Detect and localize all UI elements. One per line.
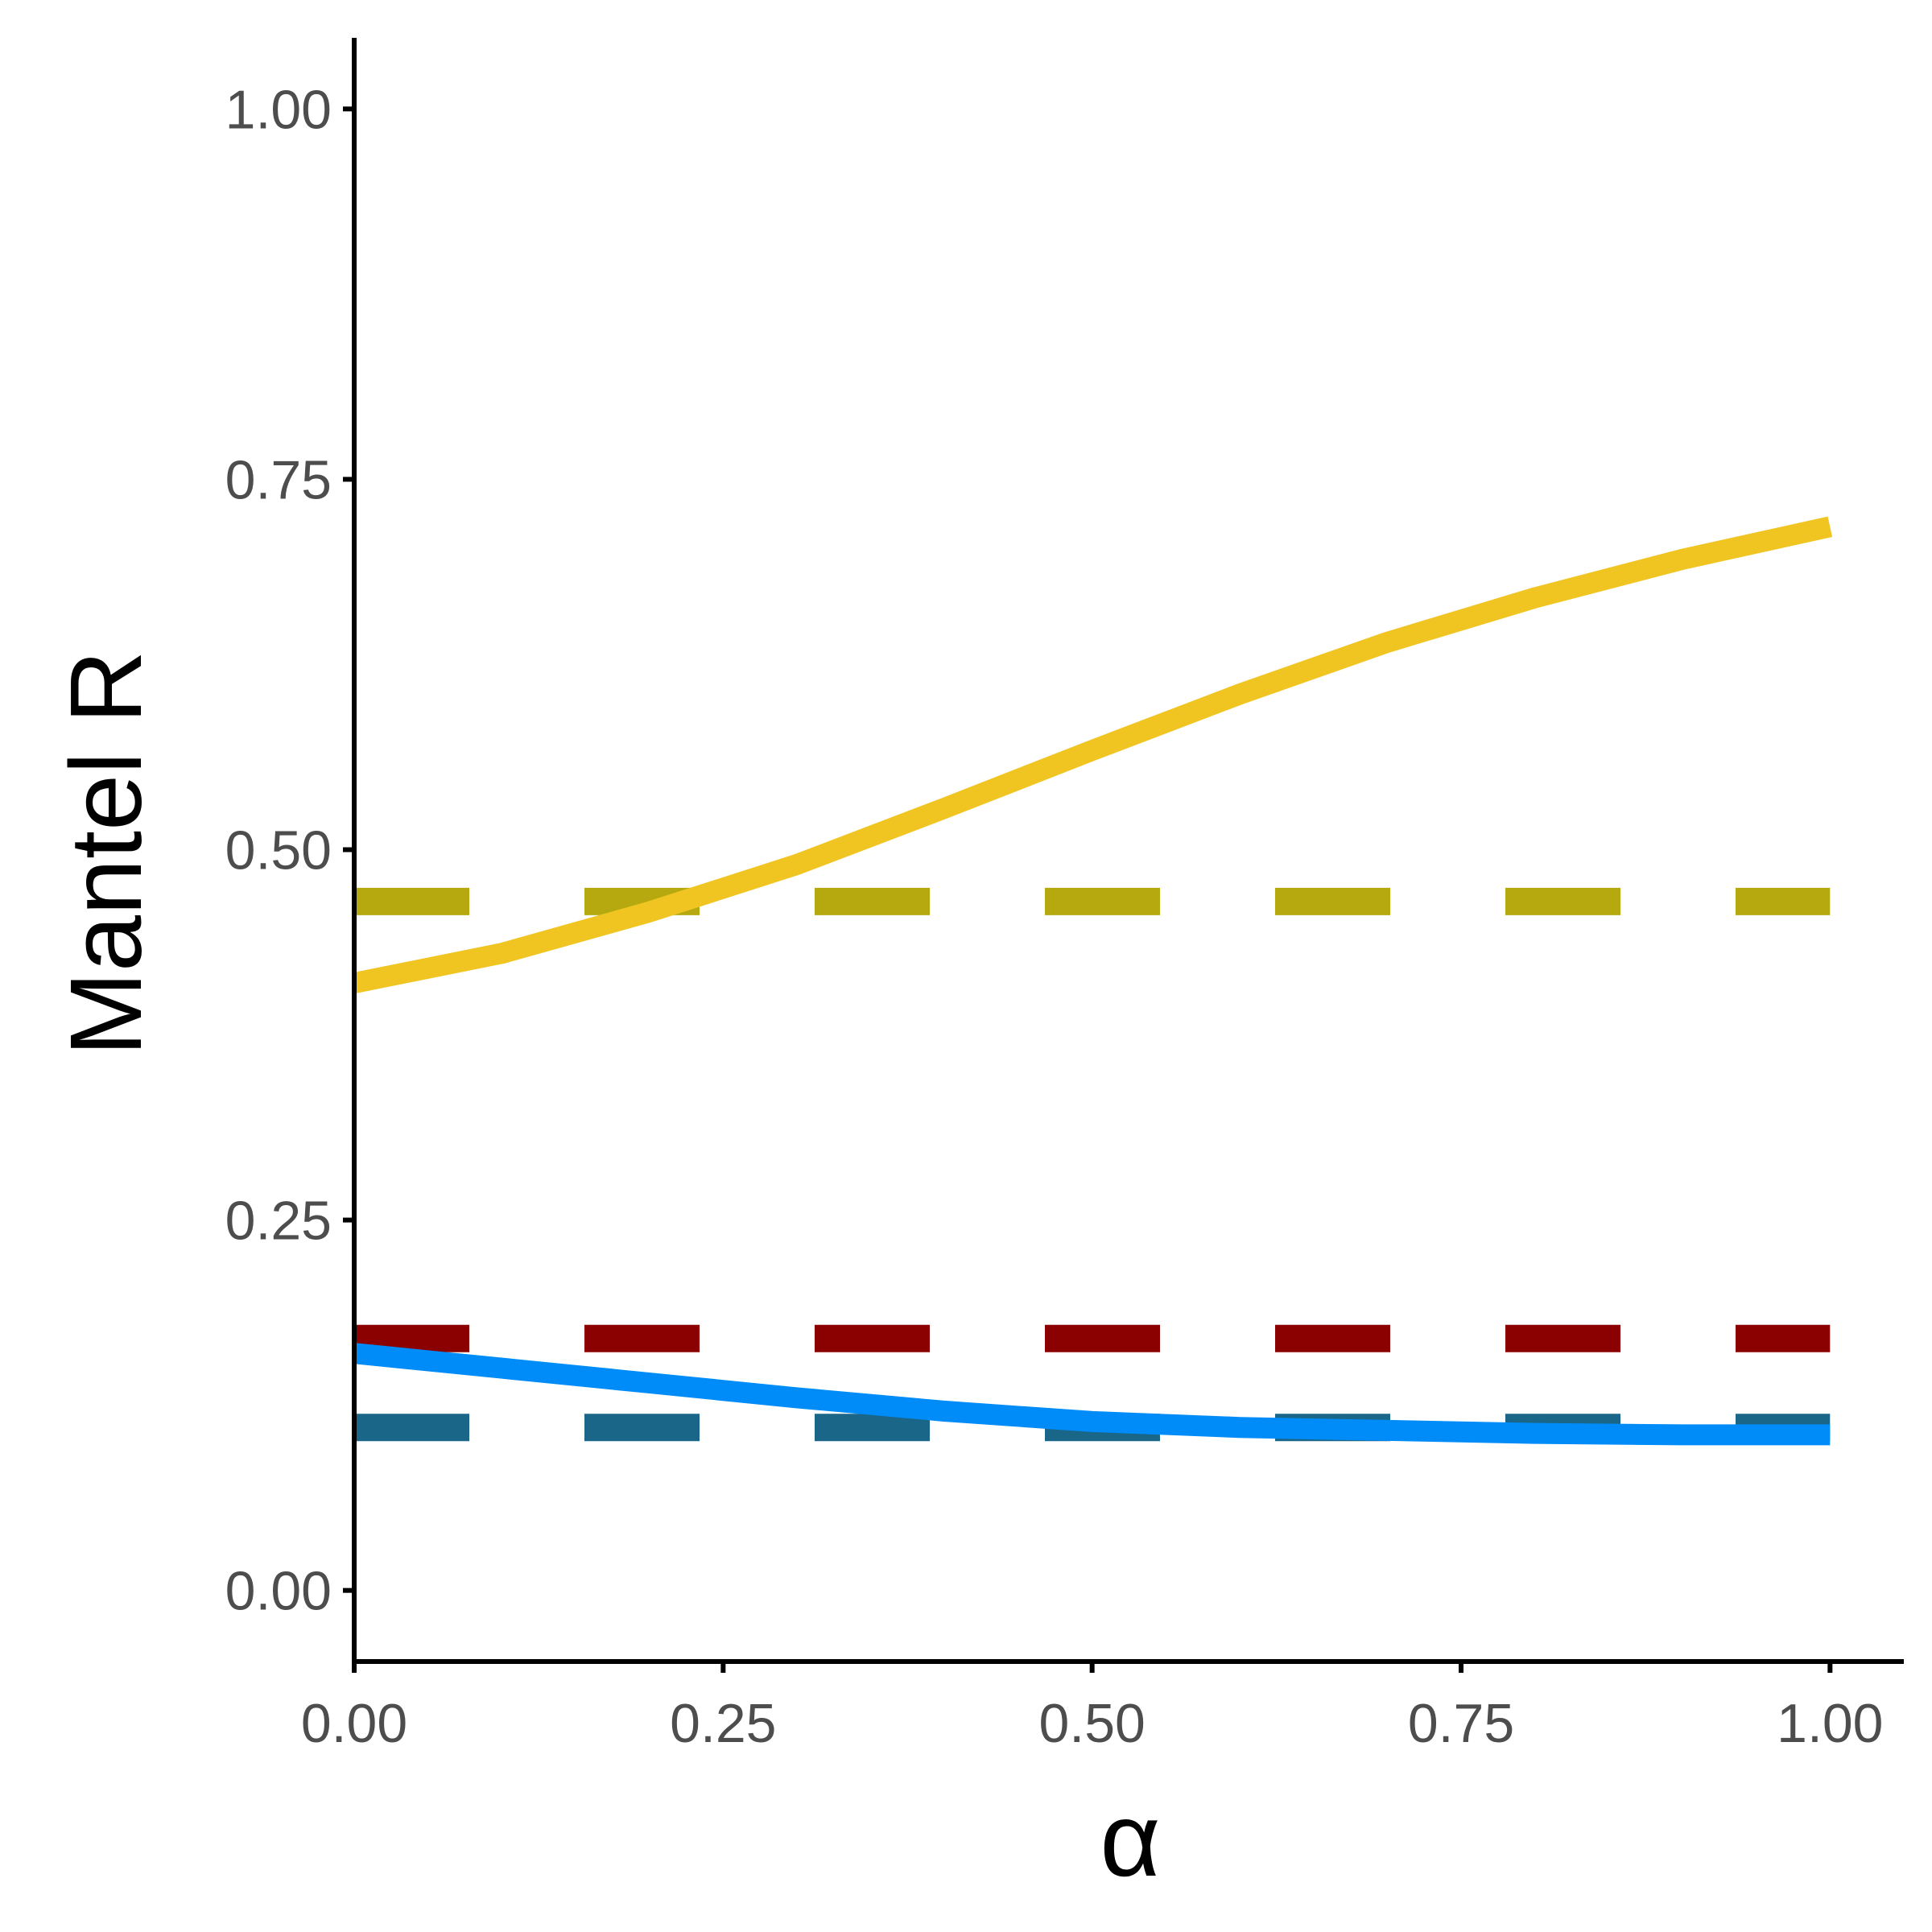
x-tick-label: 0.25 [670,1693,776,1754]
y-tick-label: 0.00 [225,1561,332,1622]
series-line-4 [353,1343,1831,1446]
x-tick-label: 0.00 [301,1693,407,1754]
x-axis-title: α [1100,1781,1160,1898]
series-layer [352,516,1833,1446]
x-tick-label: 0.50 [1038,1693,1145,1754]
series-line-3 [352,516,1833,993]
tick-layer: 0.00 0.25 0.50 0.75 1.00 0.00 0.25 0.50 0.75 1.00 [225,79,1884,1754]
x-tick-label: 0.75 [1408,1693,1514,1754]
y-tick-label: 0.25 [225,1191,332,1252]
y-tick-label: 1.00 [225,79,332,140]
y-tick-label: 0.75 [225,449,332,510]
y-axis-title: Mantel R [49,650,163,1056]
x-tick-label: 1.00 [1777,1693,1883,1754]
y-tick-label: 0.50 [225,820,332,881]
